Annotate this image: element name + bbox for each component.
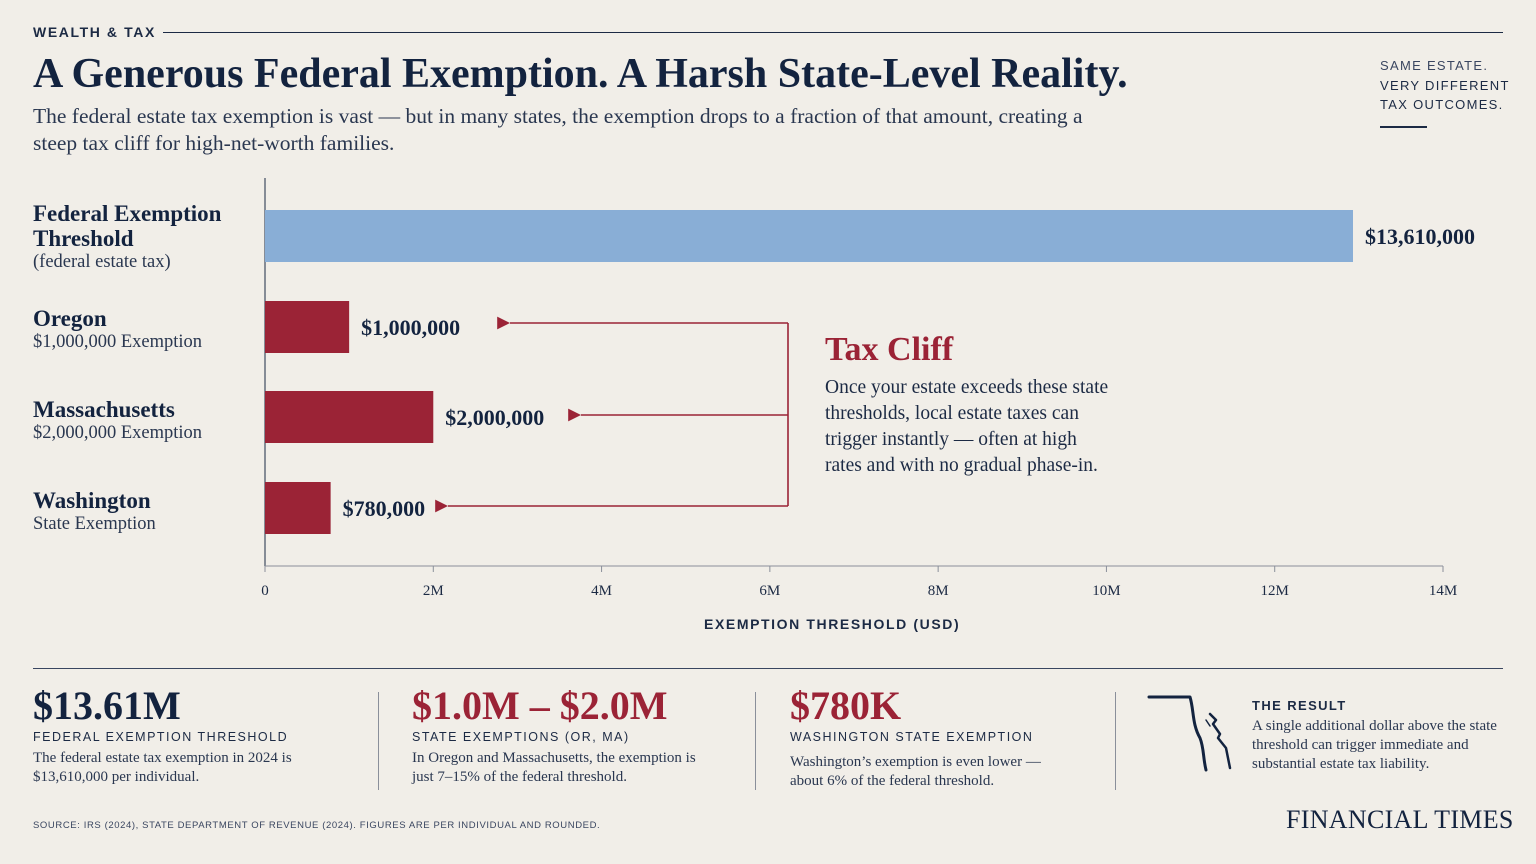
bar bbox=[265, 210, 1353, 262]
side-note-rule bbox=[1380, 126, 1427, 128]
stat-body: In Oregon and Massachusetts, the exempti… bbox=[412, 750, 696, 785]
result-title: THE RESULT bbox=[1252, 698, 1347, 713]
row-label-sub: (federal estate tax) bbox=[33, 252, 171, 272]
top-rule bbox=[163, 32, 1503, 33]
row-label-main: Federal Exemption Threshold bbox=[33, 201, 222, 251]
row-label-federal: Federal Exemption Threshold (federal est… bbox=[33, 201, 243, 273]
stat-body: The federal estate tax exemption in 2024… bbox=[33, 750, 292, 785]
row-label-sub: $1,000,000 Exemption bbox=[33, 332, 203, 352]
row-label-oregon: Oregon $1,000,000 Exemption bbox=[33, 306, 202, 353]
result-body: A single additional dollar above the sta… bbox=[1252, 718, 1497, 772]
brand-logo: FINANCIAL TIMES bbox=[1286, 805, 1514, 834]
x-axis-title: EXEMPTION THRESHOLD (USD) bbox=[704, 616, 961, 632]
x-tick-label: 8M bbox=[928, 583, 949, 599]
page-subtitle: The federal estate tax exemption is vast… bbox=[33, 104, 1083, 155]
row-label-massachusetts: Massachusetts $2,000,000 Exemption bbox=[33, 397, 202, 444]
stat-label: STATE EXEMPTIONS (OR, MA) bbox=[412, 730, 630, 744]
bar bbox=[265, 391, 434, 443]
bar-chart: 0 2M 4M 6M 8M 10M 12M 14M $13,610,000 $1,000,000 $… bbox=[261, 178, 1475, 599]
x-tick-label: 2M bbox=[423, 583, 444, 599]
bottom-rule bbox=[33, 668, 1503, 669]
side-note-line-1: SAME ESTATE. bbox=[1380, 58, 1489, 73]
x-tick-label: 6M bbox=[759, 583, 780, 599]
row-label-washington: Washington State Exemption bbox=[33, 488, 156, 535]
stat-label: WASHINGTON STATE EXEMPTION bbox=[790, 730, 1034, 744]
stat-value: $13.61M bbox=[33, 683, 181, 728]
bar bbox=[265, 482, 331, 534]
x-tick-label: 10M bbox=[1092, 583, 1120, 599]
cliff-icon bbox=[1147, 695, 1232, 772]
page-title: A Generous Federal Exemption. A Harsh St… bbox=[33, 51, 1128, 97]
stat-value: $780K bbox=[790, 683, 902, 728]
stat-federal: $13.61M FEDERAL EXEMPTION THRESHOLD The … bbox=[33, 684, 353, 787]
stat-value: $1.0M – $2.0M bbox=[412, 683, 668, 728]
x-tick-label: 0 bbox=[261, 583, 269, 599]
row-label-main: Washington bbox=[33, 488, 151, 513]
side-note: SAME ESTATE. VERY DIFFERENT TAX OUTCOMES… bbox=[1380, 56, 1510, 115]
row-label-sub: State Exemption bbox=[33, 514, 156, 534]
side-note-line-3: TAX OUTCOMES. bbox=[1380, 97, 1504, 112]
row-label-main: Massachusetts bbox=[33, 397, 175, 422]
bar-value-label: $13,610,000 bbox=[1365, 224, 1475, 249]
source-note: SOURCE: IRS (2024), STATE DEPARTMENT OF … bbox=[33, 820, 601, 831]
x-tick-label: 12M bbox=[1261, 583, 1289, 599]
stat-divider bbox=[755, 692, 756, 790]
x-tick-label: 14M bbox=[1429, 583, 1457, 599]
stat-label: FEDERAL EXEMPTION THRESHOLD bbox=[33, 730, 289, 744]
bar bbox=[265, 301, 350, 353]
stat-divider bbox=[378, 692, 379, 790]
side-note-line-2: VERY DIFFERENT bbox=[1380, 77, 1510, 93]
stat-body: Washington’s exemption is even lower — a… bbox=[790, 754, 1041, 789]
bar-value-label: $1,000,000 bbox=[361, 315, 460, 340]
row-label-sub: $2,000,000 Exemption bbox=[33, 423, 203, 443]
stat-states: $1.0M – $2.0M STATE EXEMPTIONS (OR, MA) … bbox=[412, 684, 732, 787]
bar-value-label: $2,000,000 bbox=[445, 405, 544, 430]
stat-washington: $780K WASHINGTON STATE EXEMPTION Washing… bbox=[790, 684, 1090, 791]
bar-value-label: $780,000 bbox=[343, 496, 426, 521]
section-label: WEALTH & TAX bbox=[33, 24, 156, 40]
x-tick-label: 4M bbox=[591, 583, 612, 599]
stat-divider bbox=[1115, 692, 1116, 790]
tax-cliff-body: Once your estate exceeds these state thr… bbox=[825, 377, 1109, 476]
tax-cliff-title: Tax Cliff bbox=[825, 331, 954, 368]
row-label-main: Oregon bbox=[33, 306, 107, 331]
